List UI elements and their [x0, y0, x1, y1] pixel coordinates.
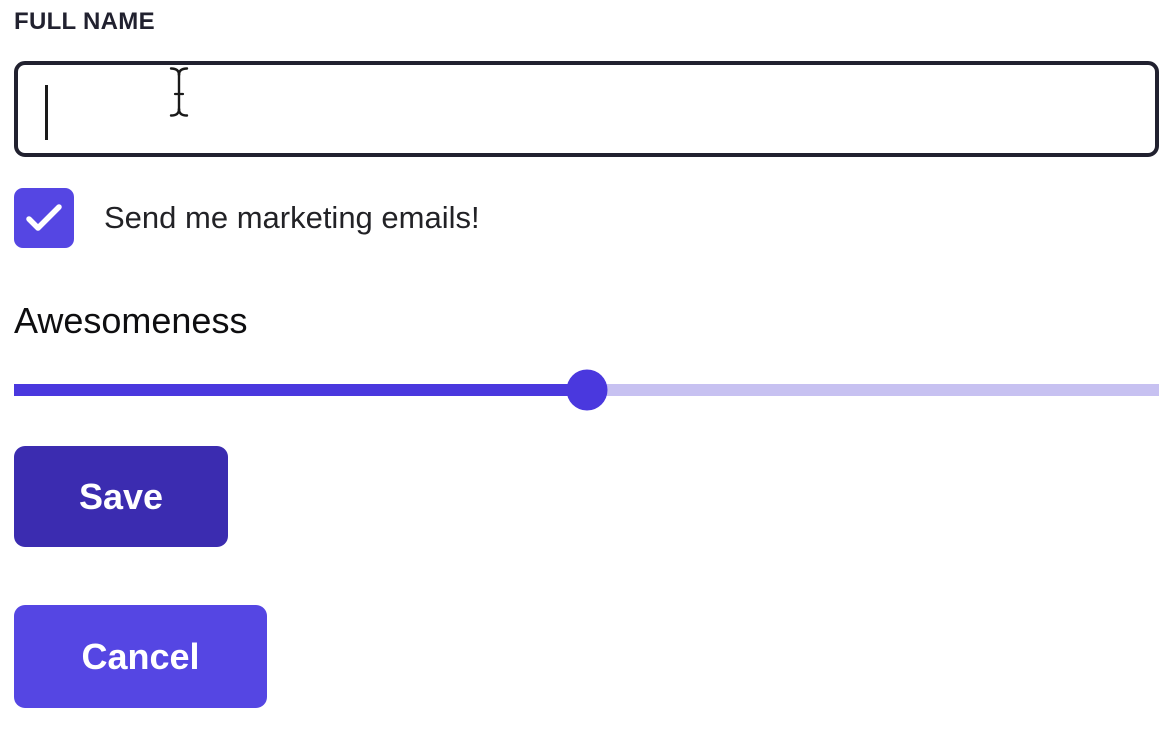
text-caret [45, 85, 48, 140]
full-name-label: FULL NAME [14, 8, 155, 35]
marketing-checkbox[interactable] [14, 188, 74, 248]
cancel-button[interactable]: Cancel [14, 605, 267, 708]
marketing-checkbox-label: Send me marketing emails! [104, 200, 480, 235]
slider-thumb[interactable] [566, 369, 607, 411]
full-name-input[interactable] [14, 61, 1159, 157]
check-icon [26, 204, 62, 231]
save-button[interactable]: Save [14, 446, 228, 547]
awesomeness-label: Awesomeness [14, 300, 248, 341]
slider-track-fill [14, 384, 587, 396]
awesomeness-slider[interactable] [14, 369, 1159, 411]
marketing-checkbox-row[interactable]: Send me marketing emails! [14, 188, 480, 248]
ibeam-cursor-icon [169, 67, 189, 117]
